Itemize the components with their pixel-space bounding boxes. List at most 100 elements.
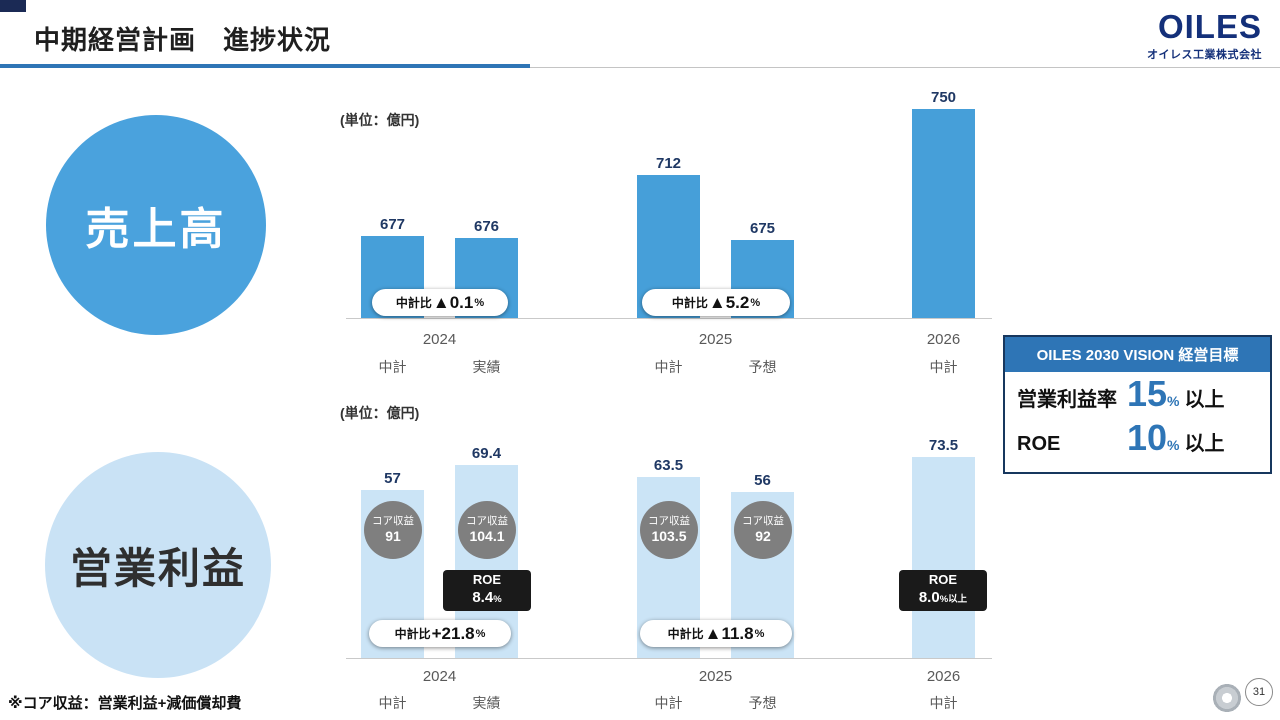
sales-sublabel: 予想 — [748, 359, 777, 375]
roe-label: ROE — [928, 572, 958, 587]
comparison-unit: % — [754, 627, 765, 640]
sales-sublabel: 中計 — [378, 359, 407, 375]
roe-number: 8.0 — [918, 588, 940, 606]
bar-value-label: 677 — [379, 216, 406, 233]
comparison-prefix: 中計比 — [671, 296, 708, 310]
comparison-delta: ▲11.8 — [704, 623, 754, 643]
bar-value-label: 63.5 — [653, 457, 684, 474]
core-income-circle-2024-actual: コア収益 104.1 — [458, 501, 516, 559]
core-income-circle-2024-plan: コア収益 91 — [364, 501, 422, 559]
profit-comparison-badge-2024: 中計比 +21.8 % — [369, 620, 511, 647]
bar-value-label: 73.5 — [928, 437, 959, 454]
core-income-value: 103.5 — [651, 527, 687, 544]
sales-year-2025: 2025 — [698, 331, 733, 348]
core-income-circle-2025-forecast: コア収益 92 — [734, 501, 792, 559]
roe-badge-2026: ROE 8.0%以上 — [899, 570, 987, 611]
core-income-label: コア収益 — [742, 514, 784, 527]
profit-axis-line — [346, 658, 992, 659]
core-income-value: 91 — [385, 527, 401, 544]
profit-sublabel: 予想 — [748, 695, 777, 711]
profit-section-label: 営業利益 — [69, 544, 246, 592]
bar-value-label: 675 — [749, 220, 776, 237]
roe-unit: % — [493, 593, 502, 605]
bar-value-label: 57 — [384, 470, 401, 487]
tape-icon — [1212, 683, 1242, 713]
vision-box-body: 営業利益率 15 % 以上 ROE 10 % 以上 — [1005, 372, 1270, 472]
comparison-delta: +21.8 — [431, 623, 475, 643]
comparison-delta: ▲5.2 — [708, 292, 750, 312]
profit-comparison-badge-2025: 中計比 ▲11.8 % — [640, 620, 792, 647]
profit-sublabel: 中計 — [378, 695, 407, 711]
profit-year-2025: 2025 — [698, 668, 733, 685]
profit-sublabel: 中計 — [929, 695, 958, 711]
comparison-prefix: 中計比 — [667, 627, 704, 641]
roe-value: 8.4% — [443, 589, 531, 607]
footnote: ※コア収益：営業利益+減価償却費 — [8, 695, 242, 712]
vision-target-box: OILES 2030 VISION 経営目標 営業利益率 15 % 以上 ROE… — [1003, 335, 1272, 474]
sales-comparison-badge-2025: 中計比 ▲5.2 % — [642, 289, 790, 316]
bar-value-label: 750 — [930, 89, 957, 106]
sales-axis-line — [346, 318, 992, 319]
core-income-circle-2025-plan: コア収益 103.5 — [640, 501, 698, 559]
logo-company-text: オイレス工業株式会社 — [1147, 49, 1262, 61]
sales-year-2024: 2024 — [422, 331, 457, 348]
vision-row-unit: % — [1167, 393, 1180, 409]
comparison-unit: % — [474, 296, 485, 309]
profit-sublabel: 中計 — [654, 695, 683, 711]
bar-value-label: 56 — [754, 472, 771, 489]
sales-section-circle: 売上高 — [46, 115, 266, 335]
page-number: 31 — [1245, 678, 1273, 706]
sales-unit-label: (単位：億円) — [340, 112, 420, 128]
vision-row-suffix: 以上 — [1184, 433, 1225, 455]
comparison-prefix: 中計比 — [394, 627, 431, 641]
comparison-unit: % — [475, 627, 486, 640]
comparison-delta: ▲0.1 — [432, 292, 474, 312]
profit-section-circle: 営業利益 — [45, 452, 271, 678]
roe-badge-2024: ROE 8.4% — [443, 570, 531, 611]
title-underline-blue — [0, 64, 530, 68]
bar-value-label: 712 — [655, 155, 682, 172]
sales-section-label: 売上高 — [85, 205, 227, 254]
vision-row-unit: % — [1167, 437, 1180, 453]
sales-sublabel: 中計 — [929, 359, 958, 375]
core-income-value: 104.1 — [469, 527, 505, 544]
roe-unit: %以上 — [939, 593, 968, 605]
profit-year-2026: 2026 — [926, 668, 961, 685]
logo-brand-text: OILES — [1157, 8, 1262, 45]
profit-year-2024: 2024 — [422, 668, 457, 685]
roe-label: ROE — [472, 572, 502, 587]
core-income-label: コア収益 — [466, 514, 508, 527]
profit-bar-2026-plan: 73.5 — [912, 437, 975, 658]
roe-value: 8.0%以上 — [899, 589, 987, 607]
bar-value-label: 676 — [473, 218, 500, 235]
comparison-unit: % — [750, 296, 761, 309]
core-income-value: 92 — [755, 527, 771, 544]
vision-row-operating-margin: 営業利益率 15 % 以上 — [1017, 376, 1258, 420]
bar-value-label: 69.4 — [471, 445, 502, 462]
vision-row-roe: ROE 10 % 以上 — [1017, 420, 1258, 464]
sales-sublabel: 実績 — [472, 359, 501, 375]
vision-row-value: 10 — [1127, 417, 1168, 458]
profit-unit-label: (単位：億円) — [340, 405, 420, 421]
corner-accent-mark — [0, 0, 26, 12]
roe-number: 8.4 — [472, 588, 494, 606]
comparison-prefix: 中計比 — [395, 296, 432, 310]
vision-box-title: OILES 2030 VISION 経営目標 — [1005, 337, 1270, 372]
sales-bar-2026-plan: 750 — [912, 89, 975, 318]
title-underline-gray — [530, 67, 1280, 68]
oiles-logo: OILES オイレス工業株式会社 — [1147, 10, 1262, 62]
vision-row-value: 15 — [1127, 373, 1168, 414]
sales-year-2026: 2026 — [926, 331, 961, 348]
vision-row-label: 営業利益率 — [1017, 389, 1117, 411]
core-income-label: コア収益 — [648, 514, 690, 527]
sales-sublabel: 中計 — [654, 359, 683, 375]
page-title: 中期経営計画 進捗状況 — [34, 25, 332, 55]
vision-row-suffix: 以上 — [1184, 389, 1225, 411]
profit-sublabel: 実績 — [472, 695, 501, 711]
sales-comparison-badge-2024: 中計比 ▲0.1 % — [372, 289, 508, 316]
vision-row-label: ROE — [1017, 433, 1061, 455]
bar — [912, 109, 975, 318]
bar — [912, 457, 975, 658]
core-income-label: コア収益 — [372, 514, 414, 527]
